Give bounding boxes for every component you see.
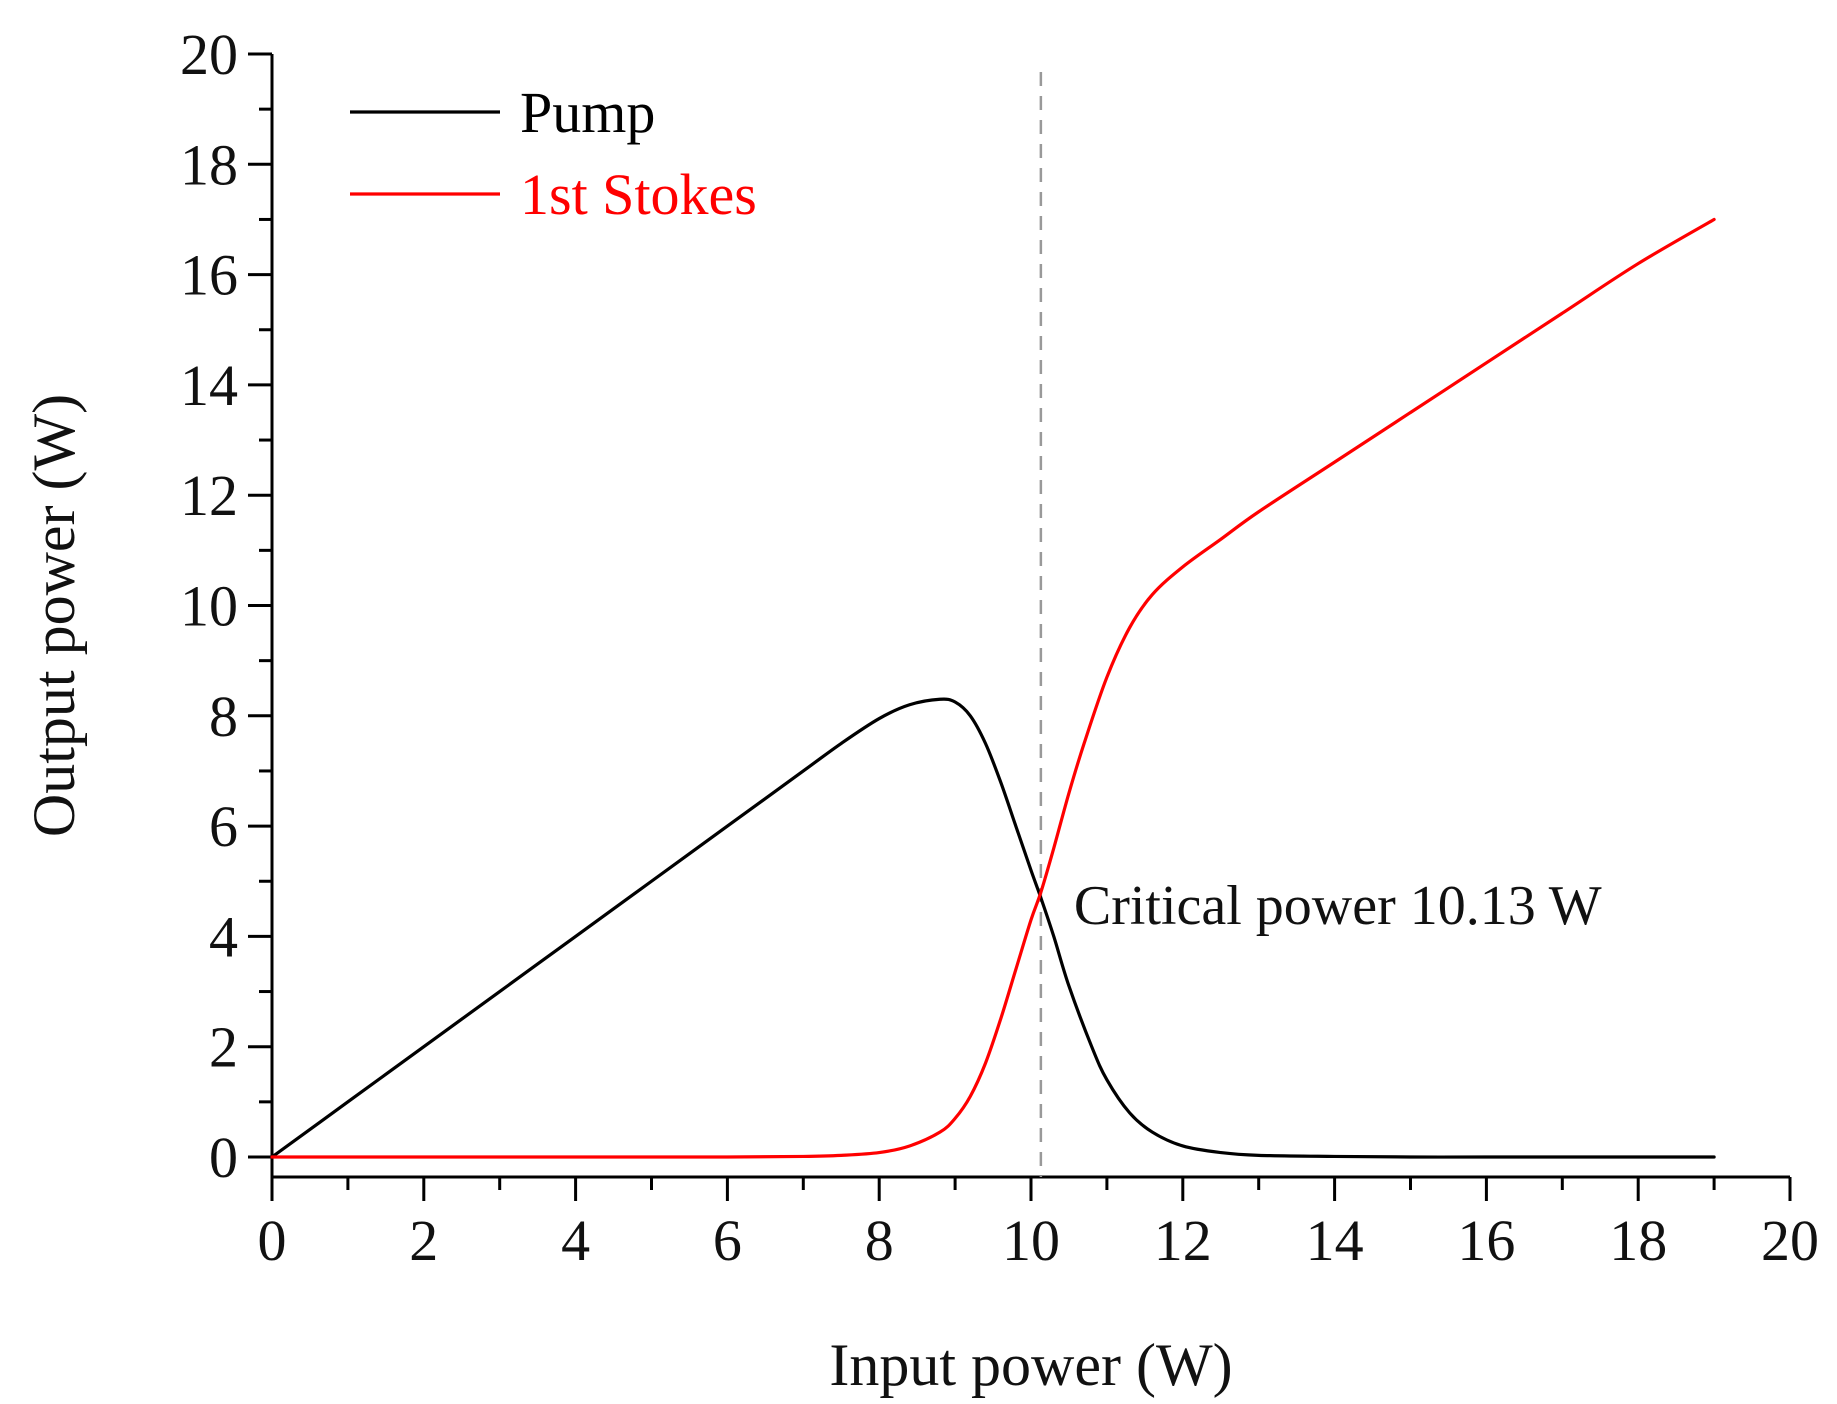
x-tick-label: 20 [1761,1208,1819,1273]
legend-label: 1st Stokes [520,162,757,227]
series-group [270,217,1716,1159]
y-tick-label: 14 [180,353,238,418]
y-tick-label: 2 [209,1015,238,1080]
legend: Pump 1st Stokes [350,80,757,227]
y-tick-label: 10 [180,574,238,639]
x-tick-label: 16 [1457,1208,1515,1273]
y-tick-label: 20 [180,22,238,87]
x-tick-label: 18 [1609,1208,1667,1273]
y-axis-title: Output power (W) [21,394,87,837]
y-tick-label: 6 [209,794,238,859]
y-tick-label: 16 [180,243,238,308]
x-tick-label: 6 [713,1208,742,1273]
series-line-pump [270,697,1716,1159]
x-tick-label: 8 [865,1208,894,1273]
x-axis-title: Input power (W) [829,1332,1232,1398]
plot-frame [270,54,1790,1179]
y-tick-label: 12 [180,463,238,528]
y-tick-label: 0 [209,1125,238,1190]
legend-label: Pump [520,80,655,145]
x-tick-label: 14 [1306,1208,1364,1273]
x-tick-label: 12 [1154,1208,1212,1273]
y-tick-label: 4 [209,904,238,969]
x-tick-label: 2 [409,1208,438,1273]
y-axis-ticks: 0 2 4 6 8 10 12 14 16 18 20 [180,22,272,1190]
critical-power-annotation: Critical power 10.13 W [1074,875,1602,937]
y-tick-label: 18 [180,132,238,197]
x-tick-label: 0 [258,1208,287,1273]
x-tick-label: 10 [1002,1208,1060,1273]
x-axis-ticks: 0 2 4 6 8 10 12 14 16 18 20 [258,1177,1819,1273]
x-tick-label: 4 [561,1208,590,1273]
series-line-first-stokes [270,217,1716,1159]
y-tick-label: 8 [209,684,238,749]
